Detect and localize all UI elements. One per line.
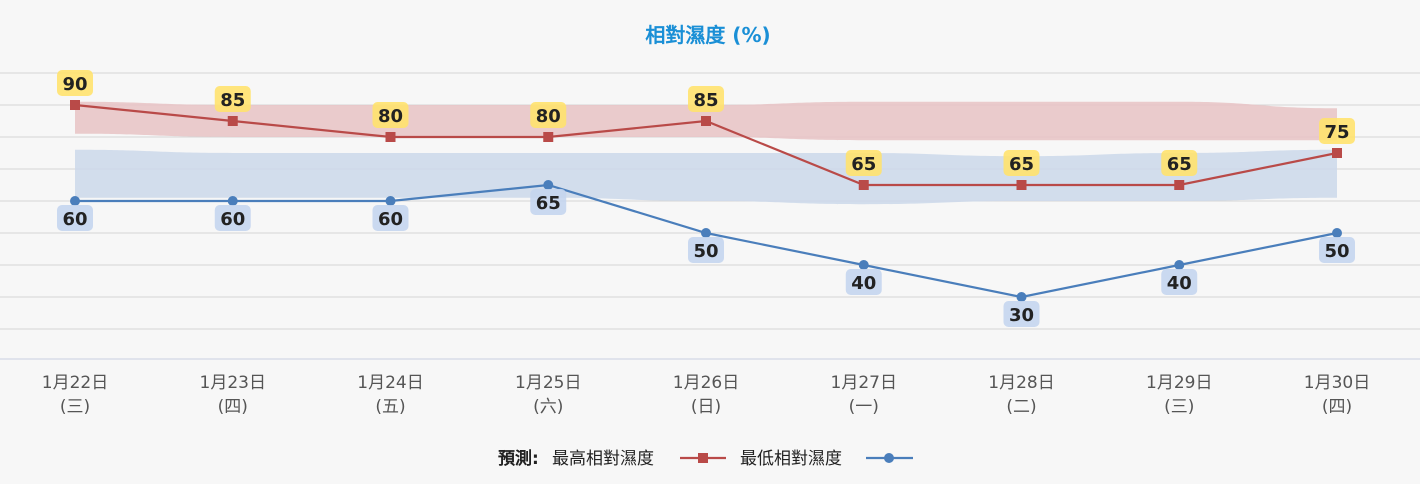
data-label-bg (1003, 301, 1040, 327)
data-label-bg (214, 86, 251, 112)
series-markers (70, 100, 1342, 302)
data-label-bg (372, 205, 409, 231)
chart-title: 相對濕度 (%) (645, 23, 770, 47)
data-label-bg (530, 189, 567, 215)
data-label-bg (688, 237, 724, 263)
data-label: 65 (851, 154, 876, 175)
data-label: 60 (62, 209, 87, 230)
data-point (1332, 148, 1342, 158)
data-label-bg (214, 205, 251, 231)
data-point (1016, 180, 1027, 190)
x-axis: 1月22日 (三) 1月23日 (四) 1月24日 (五) 1月25日 (六) 1月26日 (日)… (42, 373, 1370, 417)
data-label: 65 (1009, 154, 1034, 175)
data-point (227, 116, 238, 126)
data-label: 90 (62, 74, 87, 95)
x-tick-label: 1月27日 (831, 373, 897, 393)
data-label: 80 (378, 106, 403, 127)
data-label: 40 (1167, 273, 1192, 294)
x-tick-label: 1月28日 (988, 373, 1054, 393)
data-point (227, 196, 238, 206)
data-label-bg (530, 102, 567, 128)
legend-prefix: 預測: (498, 448, 539, 469)
data-point (701, 116, 711, 126)
data-point (385, 132, 396, 142)
data-point (1016, 292, 1027, 302)
data-label-bg (372, 102, 409, 128)
x-tick-label: 1月30日 (1304, 373, 1370, 393)
x-tick-weekday: (日) (691, 397, 721, 417)
data-point (70, 100, 80, 110)
x-tick-weekday: (三) (1164, 397, 1194, 417)
data-label: 85 (220, 90, 245, 111)
data-label-bg (1319, 237, 1355, 263)
data-point (858, 180, 869, 190)
x-tick-label: 1月26日 (673, 373, 739, 393)
x-tick-label: 1月22日 (42, 373, 108, 393)
data-label: 65 (1167, 154, 1192, 175)
data-label-bg (845, 269, 882, 295)
legend-item-label: 最低相對濕度 (740, 449, 842, 469)
data-point (1174, 260, 1185, 270)
data-label-bg (1319, 118, 1355, 144)
data-point (1332, 228, 1342, 238)
x-tick-label: 1月29日 (1146, 373, 1212, 393)
data-point (543, 132, 554, 142)
x-tick-label: 1月25日 (515, 373, 581, 393)
data-label: 65 (536, 193, 561, 214)
x-tick-weekday: (二) (1006, 397, 1036, 417)
data-label: 30 (1009, 305, 1034, 326)
data-label: 50 (693, 241, 718, 262)
data-label-bg (1003, 150, 1040, 176)
legend-marker (884, 453, 894, 463)
data-label: 60 (220, 209, 245, 230)
data-label: 60 (378, 209, 403, 230)
x-tick-weekday: (四) (218, 397, 248, 417)
data-label-bg (688, 86, 724, 112)
forecast-band (75, 149, 1337, 205)
data-label: 85 (693, 90, 718, 111)
data-point (70, 196, 80, 206)
data-label-bg (1161, 269, 1198, 295)
data-label: 75 (1324, 122, 1349, 143)
x-tick-weekday: (三) (60, 397, 90, 417)
data-label: 50 (1324, 241, 1349, 262)
x-tick-label: 1月24日 (357, 373, 423, 393)
x-tick-label: 1月23日 (200, 373, 266, 393)
legend-marker (698, 453, 708, 463)
data-label-bg (1161, 150, 1198, 176)
x-tick-weekday: (六) (533, 397, 563, 417)
legend: 預測: 最高相對濕度 最低相對濕度 (498, 448, 913, 469)
x-tick-weekday: (五) (375, 397, 405, 417)
data-point (858, 260, 869, 270)
data-label-bg (845, 150, 882, 176)
x-tick-weekday: (一) (849, 397, 879, 417)
data-point (701, 228, 711, 238)
data-point (543, 180, 554, 190)
data-labels: 90 85 80 80 85 65 65 65 75 60 60 60 65 50 40 30 40 50 (57, 70, 1355, 327)
data-label-bg (57, 70, 93, 96)
data-label: 80 (536, 106, 561, 127)
legend-item-label: 最高相對濕度 (552, 449, 654, 469)
x-tick-weekday: (四) (1322, 397, 1352, 417)
data-point (385, 196, 396, 206)
data-point (1174, 180, 1185, 190)
data-label: 40 (851, 273, 876, 294)
data-label-bg (57, 205, 93, 231)
